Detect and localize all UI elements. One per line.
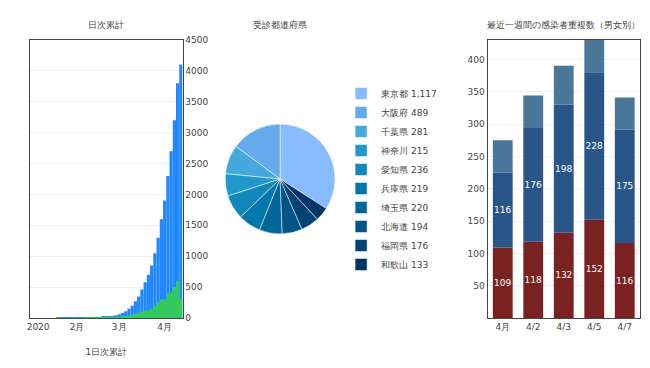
svg-text:4月: 4月 (495, 322, 510, 332)
svg-text:東京都 1,117: 東京都 1,117 (381, 89, 437, 99)
svg-text:埼玉県 220: 埼玉県 220 (380, 203, 428, 213)
svg-text:2月: 2月 (70, 322, 85, 332)
svg-text:1000: 1000 (185, 251, 208, 261)
svg-text:受診都道府県: 受診都道府県 (253, 20, 307, 30)
svg-text:兵庫県 219: 兵庫県 219 (381, 184, 428, 194)
svg-text:0: 0 (185, 313, 191, 323)
svg-text:109: 109 (494, 278, 511, 288)
svg-text:400: 400 (468, 55, 485, 65)
svg-text:176: 176 (525, 180, 542, 190)
svg-text:4500: 4500 (185, 35, 208, 45)
svg-text:175: 175 (616, 181, 633, 191)
svg-text:4/3: 4/3 (557, 322, 571, 332)
svg-text:北海道 194: 北海道 194 (381, 222, 428, 232)
svg-text:152: 152 (586, 264, 603, 274)
svg-text:和歌山 133: 和歌山 133 (381, 260, 428, 270)
svg-text:4000: 4000 (185, 66, 208, 76)
svg-text:2500: 2500 (185, 159, 208, 169)
svg-text:福岡県 176: 福岡県 176 (381, 241, 428, 251)
svg-text:4/5: 4/5 (587, 322, 601, 332)
svg-text:3月: 3月 (112, 322, 127, 332)
svg-text:116: 116 (494, 205, 511, 215)
svg-text:愛知県 236: 愛知県 236 (381, 165, 428, 175)
svg-text:2000: 2000 (185, 190, 208, 200)
svg-text:神奈川 215: 神奈川 215 (381, 146, 428, 156)
svg-text:2020: 2020 (27, 322, 50, 332)
svg-text:200: 200 (468, 184, 485, 194)
svg-text:千葉県 281: 千葉県 281 (381, 127, 428, 137)
svg-text:118: 118 (525, 275, 542, 285)
svg-text:3000: 3000 (185, 128, 208, 138)
svg-text:100: 100 (468, 249, 485, 259)
svg-text:150: 150 (468, 216, 485, 226)
svg-text:198: 198 (555, 164, 572, 174)
svg-text:最近一週間の感染者重複数（男女別）: 最近一週間の感染者重複数（男女別） (487, 20, 640, 30)
svg-text:3500: 3500 (185, 97, 208, 107)
svg-text:1500: 1500 (185, 220, 208, 230)
svg-text:132: 132 (555, 270, 572, 280)
svg-text:250: 250 (468, 152, 485, 162)
svg-text:日次累計: 日次累計 (88, 20, 124, 30)
svg-text:4月: 4月 (157, 322, 172, 332)
svg-text:1日次累計: 1日次累計 (85, 347, 127, 357)
svg-text:116: 116 (616, 276, 633, 286)
svg-text:350: 350 (468, 87, 485, 97)
svg-text:300: 300 (468, 119, 485, 129)
svg-text:500: 500 (185, 282, 202, 292)
svg-text:50: 50 (473, 281, 485, 291)
svg-text:大阪府 489: 大阪府 489 (381, 108, 428, 118)
svg-text:228: 228 (586, 141, 603, 151)
svg-text:4/7: 4/7 (618, 322, 632, 332)
svg-text:4/2: 4/2 (526, 322, 540, 332)
